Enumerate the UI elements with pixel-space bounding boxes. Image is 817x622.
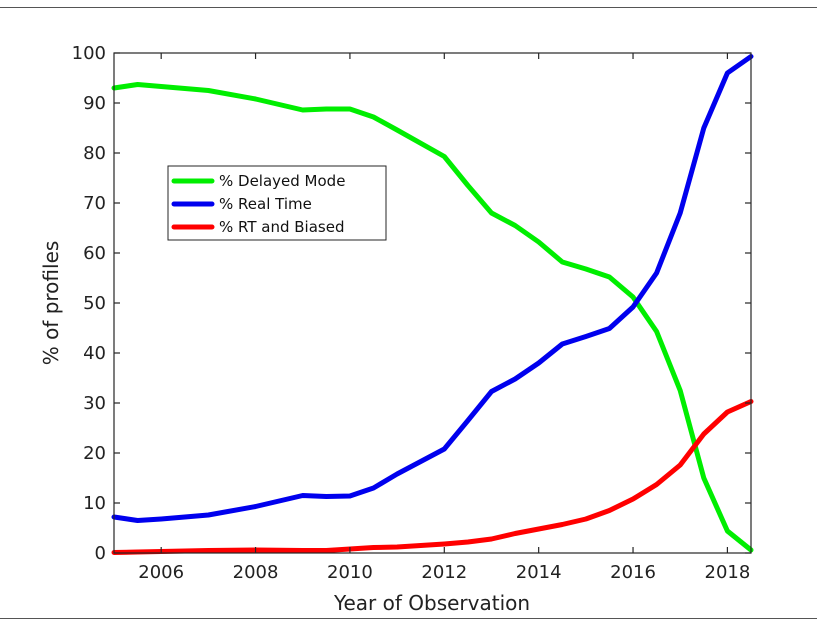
- x-tick-label: 2012: [421, 562, 467, 583]
- series-line-real-time: [111, 54, 754, 523]
- y-tick-label: 100: [72, 43, 106, 64]
- y-tick-label: 30: [83, 393, 106, 414]
- bottom-rule: [0, 618, 817, 619]
- y-tick-label: 60: [83, 243, 106, 264]
- tick-labels: 2006 2008 2010 2012 2014 2016 2018 0 10 20 30 40 50 6…: [72, 43, 751, 583]
- y-tick-label: 80: [83, 143, 106, 164]
- series-line-rt-and-biased: [111, 399, 754, 555]
- legend-label-rt-and-biased: % RT and Biased: [219, 218, 345, 236]
- x-tick-label: 2006: [138, 562, 184, 583]
- axis-ticks: [114, 52, 751, 554]
- y-tick-label: 90: [83, 93, 106, 114]
- y-tick-label: 10: [83, 493, 106, 514]
- series-lines: [111, 54, 754, 555]
- y-axis-title: % of profiles: [39, 241, 63, 366]
- x-axis-title: Year of Observation: [333, 591, 530, 615]
- plot-frame: [113, 52, 752, 554]
- x-tick-label: 2018: [705, 562, 751, 583]
- x-tick-label: 2008: [233, 562, 279, 583]
- y-tick-label: 20: [83, 443, 106, 464]
- x-tick-label: 2010: [327, 562, 373, 583]
- x-tick-label: 2016: [610, 562, 656, 583]
- top-rule: [0, 7, 817, 8]
- y-tick-label: 0: [95, 543, 106, 564]
- y-tick-label: 40: [83, 343, 106, 364]
- legend-label-real-time: % Real Time: [219, 195, 312, 213]
- y-tick-label: 50: [83, 293, 106, 314]
- y-tick-label: 70: [83, 193, 106, 214]
- legend-label-delayed-mode: % Delayed Mode: [219, 172, 345, 190]
- legend: % Delayed Mode % Real Time % RT and Bias…: [167, 165, 387, 241]
- series-line-delayed-mode: [111, 82, 754, 553]
- x-tick-label: 2014: [516, 562, 562, 583]
